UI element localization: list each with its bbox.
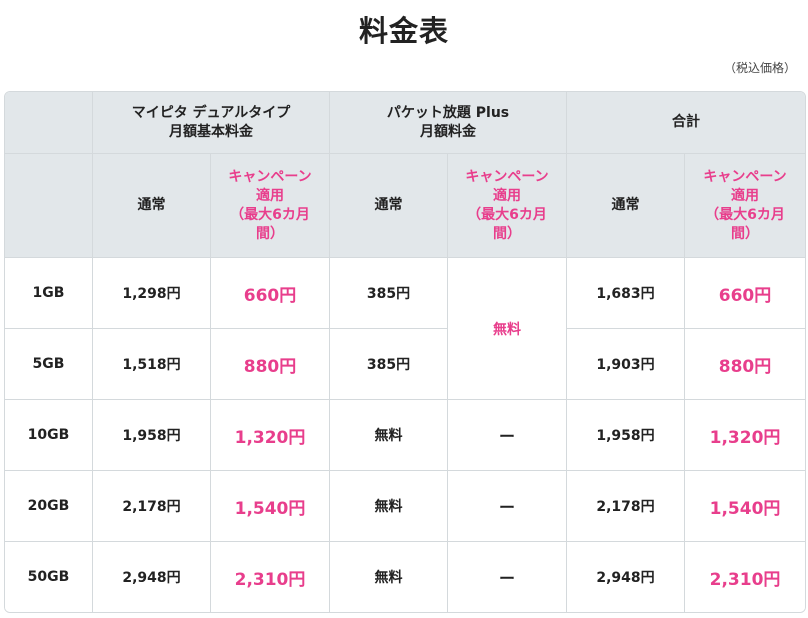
- table-row: 20GB 2,178円 1,540円 無料 ー 2,178円 1,540円: [5, 471, 806, 542]
- campaign-period-label: （最大6カ月: [467, 206, 547, 223]
- cell-packet-campaign: ー: [448, 542, 568, 612]
- cell-gb: 20GB: [5, 471, 93, 542]
- cell-gb: 50GB: [5, 542, 93, 612]
- cell-packet-normal: 385円: [330, 329, 448, 400]
- cell-total-normal: 1,958円: [567, 400, 686, 471]
- subheader-empty: [5, 154, 93, 258]
- cell-total-normal: 1,683円: [567, 258, 686, 329]
- campaign-period-label: （最大6カ月: [705, 206, 785, 223]
- campaign-period-label-2: 間）: [256, 225, 284, 242]
- cell-packet-normal: 無料: [330, 471, 448, 542]
- subheader-total-campaign: キャンペーン 適用 （最大6カ月 間）: [685, 154, 806, 258]
- table-row: 1GB 1,298円 660円 385円 無料 1,683円 660円: [5, 258, 806, 400]
- cell-total-campaign: 2,310円: [685, 542, 806, 612]
- campaign-period-label: （最大6カ月: [230, 206, 310, 223]
- header-plan-title: マイピタ デュアルタイプ: [131, 104, 291, 121]
- campaign-apply-label: 適用: [731, 187, 760, 204]
- cell-plan-campaign: 2,310円: [211, 542, 330, 612]
- cell-packet-campaign-free: 無料: [448, 258, 568, 400]
- cell-packet-normal: 385円: [330, 258, 448, 329]
- table-row: 10GB 1,958円 1,320円 無料 ー 1,958円 1,320円: [5, 400, 806, 471]
- subheader-packet-campaign: キャンペーン 適用 （最大6カ月 間）: [448, 154, 568, 258]
- cell-packet-campaign: ー: [448, 400, 568, 471]
- header-plan-sub: 月額基本料金: [169, 123, 253, 140]
- table-row: 5GB 1,518円 880円 385円 1,903円 880円: [5, 329, 806, 400]
- page-title: 料金表: [358, 14, 449, 48]
- subheader-total-normal: 通常: [567, 154, 686, 258]
- cell-plan-campaign: 660円: [211, 258, 330, 329]
- cell-total-normal: 2,948円: [567, 542, 686, 612]
- cell-gb: 1GB: [5, 258, 93, 329]
- cell-packet-normal: 無料: [330, 542, 448, 612]
- table-row: 50GB 2,948円 2,310円 無料 ー 2,948円 2,310円: [5, 542, 806, 612]
- subheader-packet-normal: 通常: [330, 154, 448, 258]
- cell-gb: 5GB: [5, 329, 93, 400]
- subheader-plan-campaign: キャンペーン 適用 （最大6カ月 間）: [211, 154, 330, 258]
- subheader-plan-normal: 通常: [93, 154, 211, 258]
- header-total: 合計: [567, 92, 806, 154]
- cell-total-campaign: 660円: [685, 258, 806, 329]
- cell-total-campaign: 1,320円: [685, 400, 806, 471]
- header-total-title: 合計: [672, 114, 701, 130]
- campaign-apply-label: 適用: [256, 187, 284, 204]
- campaign-period-label-2: 間）: [731, 225, 760, 242]
- cell-packet-normal: 無料: [330, 400, 448, 471]
- cell-plan-campaign: 1,540円: [211, 471, 330, 542]
- cell-plan-normal: 1,958円: [93, 400, 211, 471]
- campaign-period-label-2: 間）: [493, 225, 521, 242]
- header-packet-sub: 月額料金: [420, 123, 476, 140]
- header-empty: [5, 92, 93, 154]
- cell-plan-normal: 2,178円: [93, 471, 211, 542]
- campaign-label: キャンペーン: [465, 168, 549, 185]
- cell-plan-normal: 1,298円: [93, 258, 211, 329]
- cell-total-campaign: 880円: [685, 329, 806, 400]
- cell-gb: 10GB: [5, 400, 93, 471]
- header-plan: マイピタ デュアルタイプ 月額基本料金: [93, 92, 330, 154]
- cell-total-campaign: 1,540円: [685, 471, 806, 542]
- campaign-apply-label: 適用: [493, 187, 521, 204]
- cell-packet-campaign: ー: [448, 471, 568, 542]
- tax-note: （税込価格）: [723, 61, 796, 75]
- cell-total-normal: 1,903円: [567, 329, 686, 400]
- header-packet-title: パケット放題 Plus: [386, 104, 510, 121]
- header-packet: パケット放題 Plus 月額料金: [330, 92, 568, 154]
- cell-plan-campaign: 1,320円: [211, 400, 330, 471]
- campaign-label: キャンペーン: [228, 168, 312, 185]
- cell-total-normal: 2,178円: [567, 471, 686, 542]
- price-table: マイピタ デュアルタイプ 月額基本料金 パケット放題 Plus 月額料金 合計 …: [4, 91, 807, 613]
- campaign-label: キャンペーン: [703, 168, 787, 185]
- cell-plan-normal: 2,948円: [93, 542, 211, 612]
- cell-plan-campaign: 880円: [211, 329, 330, 400]
- cell-plan-normal: 1,518円: [93, 329, 211, 400]
